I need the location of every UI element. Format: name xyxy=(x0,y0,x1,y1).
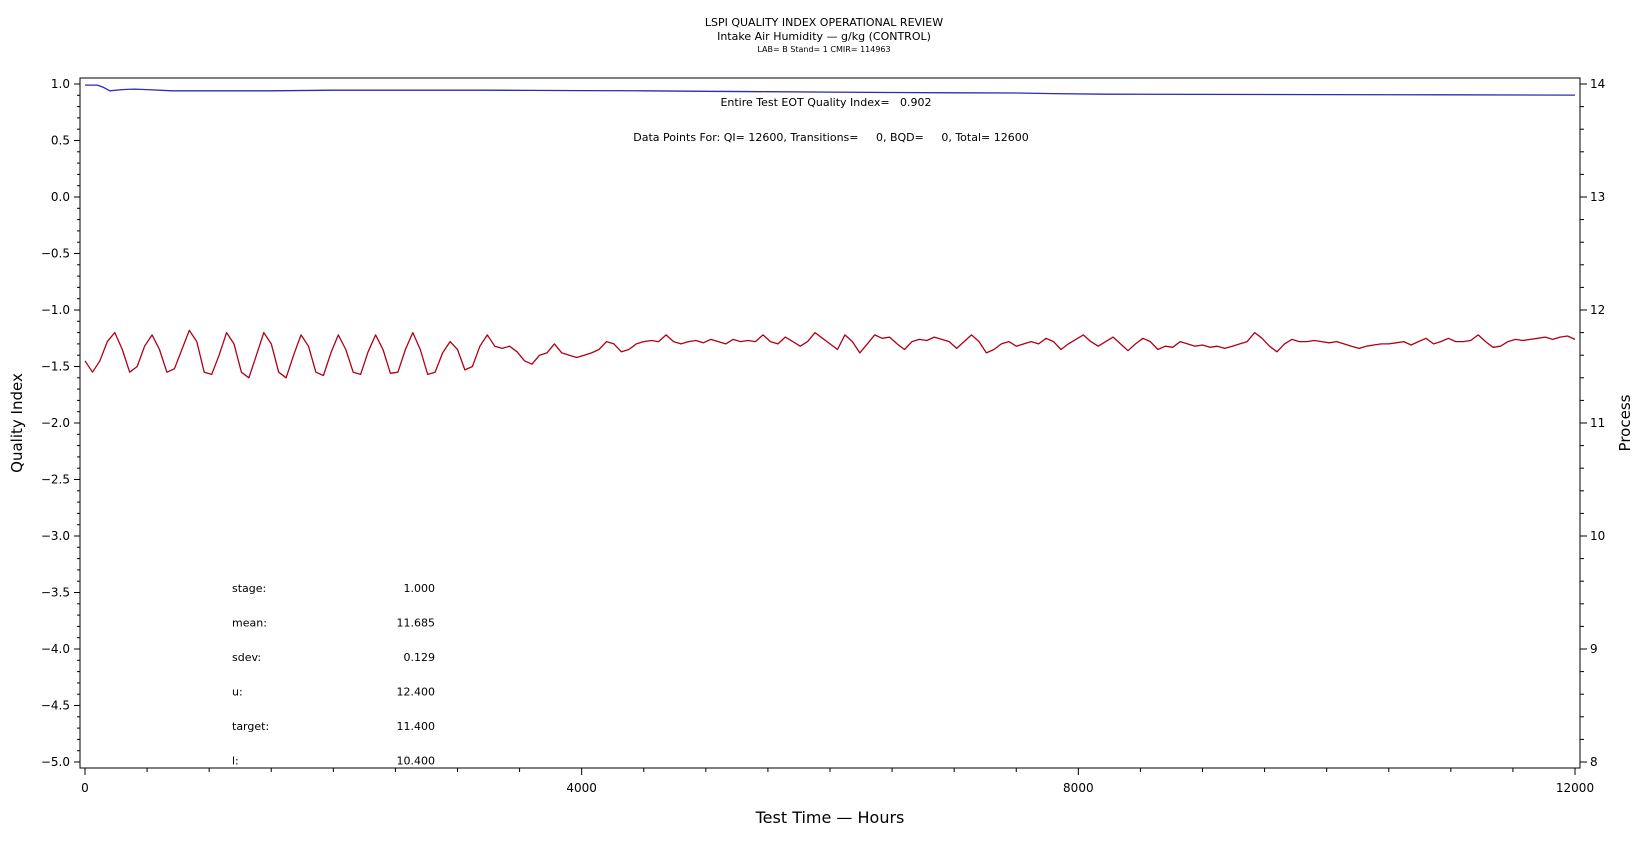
stats-label: u: xyxy=(232,686,243,699)
y-left-tick-label: 0.0 xyxy=(51,190,70,204)
stats-value: 11.400 xyxy=(397,720,436,733)
eot-annotation: Entire Test EOT Quality Index= 0.902 xyxy=(720,96,931,109)
stats-value: 1.000 xyxy=(404,582,436,595)
y-left-tick-label: −2.0 xyxy=(41,416,70,430)
y-left-tick-label: 0.5 xyxy=(51,134,70,148)
stats-label: sdev: xyxy=(232,651,261,664)
right-axis: 14 13 12 11 10 9 8 xyxy=(1580,77,1605,769)
y-left-tick-label: −0.5 xyxy=(41,247,70,261)
plot-frame xyxy=(79,77,1581,769)
x-tick-label: 8000 xyxy=(1063,781,1094,795)
x-tick-label: 0 xyxy=(81,781,89,795)
y-left-tick-label: −3.5 xyxy=(41,586,70,600)
stats-value: 10.400 xyxy=(397,755,436,768)
y-right-tick-label: 10 xyxy=(1590,529,1605,543)
stats-value: 11.685 xyxy=(397,617,436,630)
y-right-tick-label: 14 xyxy=(1590,77,1605,91)
y-right-tick-label: 13 xyxy=(1590,190,1605,204)
y-left-tick-label: −5.0 xyxy=(41,755,70,769)
y-left-tick-label: −1.5 xyxy=(41,360,70,374)
chart-title: LSPI QUALITY INDEX OPERATIONAL REVIEW xyxy=(705,16,943,29)
stats-table: stage: 1.000 mean: 11.685 sdev: 0.129 u: 12.400… xyxy=(232,582,435,768)
left-axis: 1.0 0.5 0.0 −0.5 −1.0 −1.5 −2.0 −2.5 −3.0 −3.5 −4.… xyxy=(41,77,80,769)
chart-subtitle-2: LAB= B Stand= 1 CMIR= 114963 xyxy=(757,45,890,54)
y-left-tick-label: −3.0 xyxy=(41,529,70,543)
data-points-annotation: Data Points For: QI= 12600, Transitions=… xyxy=(633,131,1028,144)
y-right-tick-label: 9 xyxy=(1590,642,1598,656)
x-axis-label: Test Time — Hours xyxy=(755,808,905,827)
y-left-tick-label: −1.0 xyxy=(41,303,70,317)
y-right-tick-label: 12 xyxy=(1590,303,1605,317)
y-right-tick-label: 8 xyxy=(1590,755,1598,769)
y-left-tick-label: −4.0 xyxy=(41,642,70,656)
process-line xyxy=(84,329,1576,379)
x-tick-label: 4000 xyxy=(566,781,597,795)
stats-value: 12.400 xyxy=(397,686,436,699)
y-left-tick-label: −2.5 xyxy=(41,473,70,487)
quality-index-line xyxy=(85,84,1576,96)
series-layer xyxy=(84,84,1576,379)
y-axis-label-left: Quality Index xyxy=(8,373,26,473)
stats-label: mean: xyxy=(232,617,267,630)
stats-value: 0.129 xyxy=(404,651,436,664)
chart-subtitle: Intake Air Humidity — g/kg (CONTROL) xyxy=(717,30,931,43)
stats-label: target: xyxy=(232,720,269,733)
y-axis-label-right: Process xyxy=(1616,394,1634,451)
y-left-tick-label: 1.0 xyxy=(51,77,70,91)
y-left-tick-label: −4.5 xyxy=(41,699,70,713)
stats-label: l: xyxy=(232,755,239,768)
x-tick-label: 12000 xyxy=(1556,781,1594,795)
y-right-tick-label: 11 xyxy=(1590,416,1605,430)
bottom-axis: 0 4000 8000 12000 xyxy=(81,768,1594,795)
stats-label: stage: xyxy=(232,582,266,595)
